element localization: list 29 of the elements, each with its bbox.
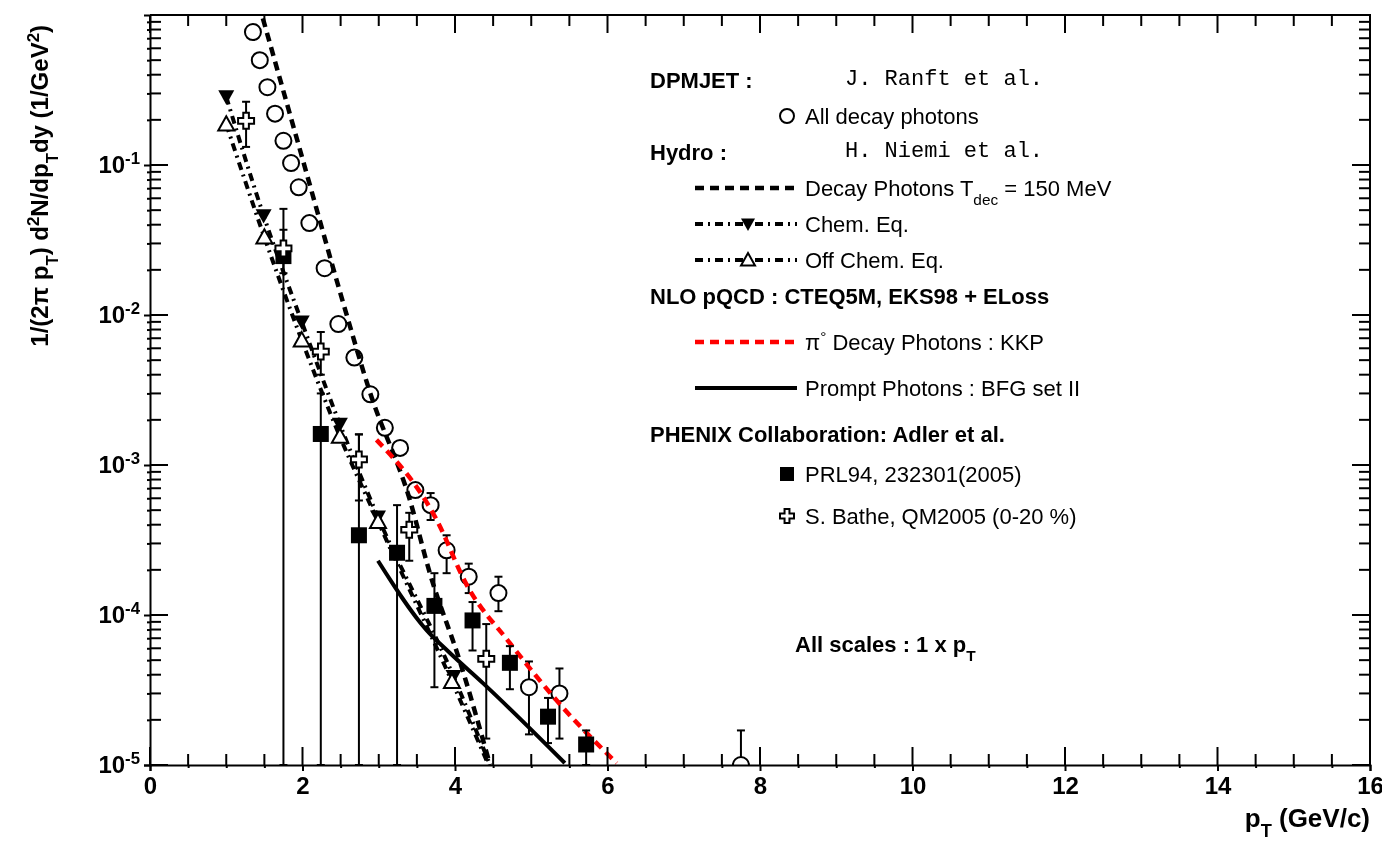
x-tick-label: 0 xyxy=(143,772,158,800)
x-tick-label: 4 xyxy=(448,772,463,800)
x-tick-label: 10 xyxy=(899,772,927,800)
annotation: NLO pQCD : CTEQ5M, EKS98 + ELoss xyxy=(650,284,1050,309)
x-axis-title: p$_{T}$ (GeV/c) xyxy=(1244,803,1370,841)
x-tick-label: 2 xyxy=(296,772,310,800)
legend-label: π$^{°}$ Decay Photons : KKP xyxy=(805,327,1045,355)
legend-label: Decay Photons T$_{dec}$ = 150 MeV xyxy=(805,176,1112,208)
y-tick-label: 10$^{-2}$ xyxy=(98,298,140,329)
legend-label: S. Bathe, QM2005 (0-20 %) xyxy=(805,504,1077,529)
y-tick-label: 10$^{-5}$ xyxy=(98,748,140,779)
y-tick-label: 10$^{-4}$ xyxy=(98,598,141,629)
legend-label: Prompt Photons : BFG set II xyxy=(805,376,1081,401)
annotation: J. Ranft et al. xyxy=(845,67,1044,92)
y-tick-label: 10$^{-1}$ xyxy=(98,148,140,179)
annotation: All scales : 1 x p$_{T}$ xyxy=(795,632,977,664)
legend-label: PRL94, 232301(2005) xyxy=(805,462,1022,487)
x-tick-label: 12 xyxy=(1052,772,1079,800)
x-tick-label: 14 xyxy=(1204,772,1232,800)
annotation: H. Niemi et al. xyxy=(845,139,1044,164)
legend-label: Chem. Eq. xyxy=(805,212,909,237)
y-tick-label: 10$^{-3}$ xyxy=(98,448,140,479)
x-tick-label: 8 xyxy=(753,772,768,800)
annotation: DPMJET : xyxy=(650,68,753,93)
annotation: Hydro : xyxy=(650,140,727,165)
legend-label: Off Chem. Eq. xyxy=(805,248,944,273)
annotation: PHENIX Collaboration: Adler et al. xyxy=(650,422,1005,447)
legend-label: All decay photons xyxy=(805,104,979,129)
x-tick-label: 6 xyxy=(601,772,615,800)
